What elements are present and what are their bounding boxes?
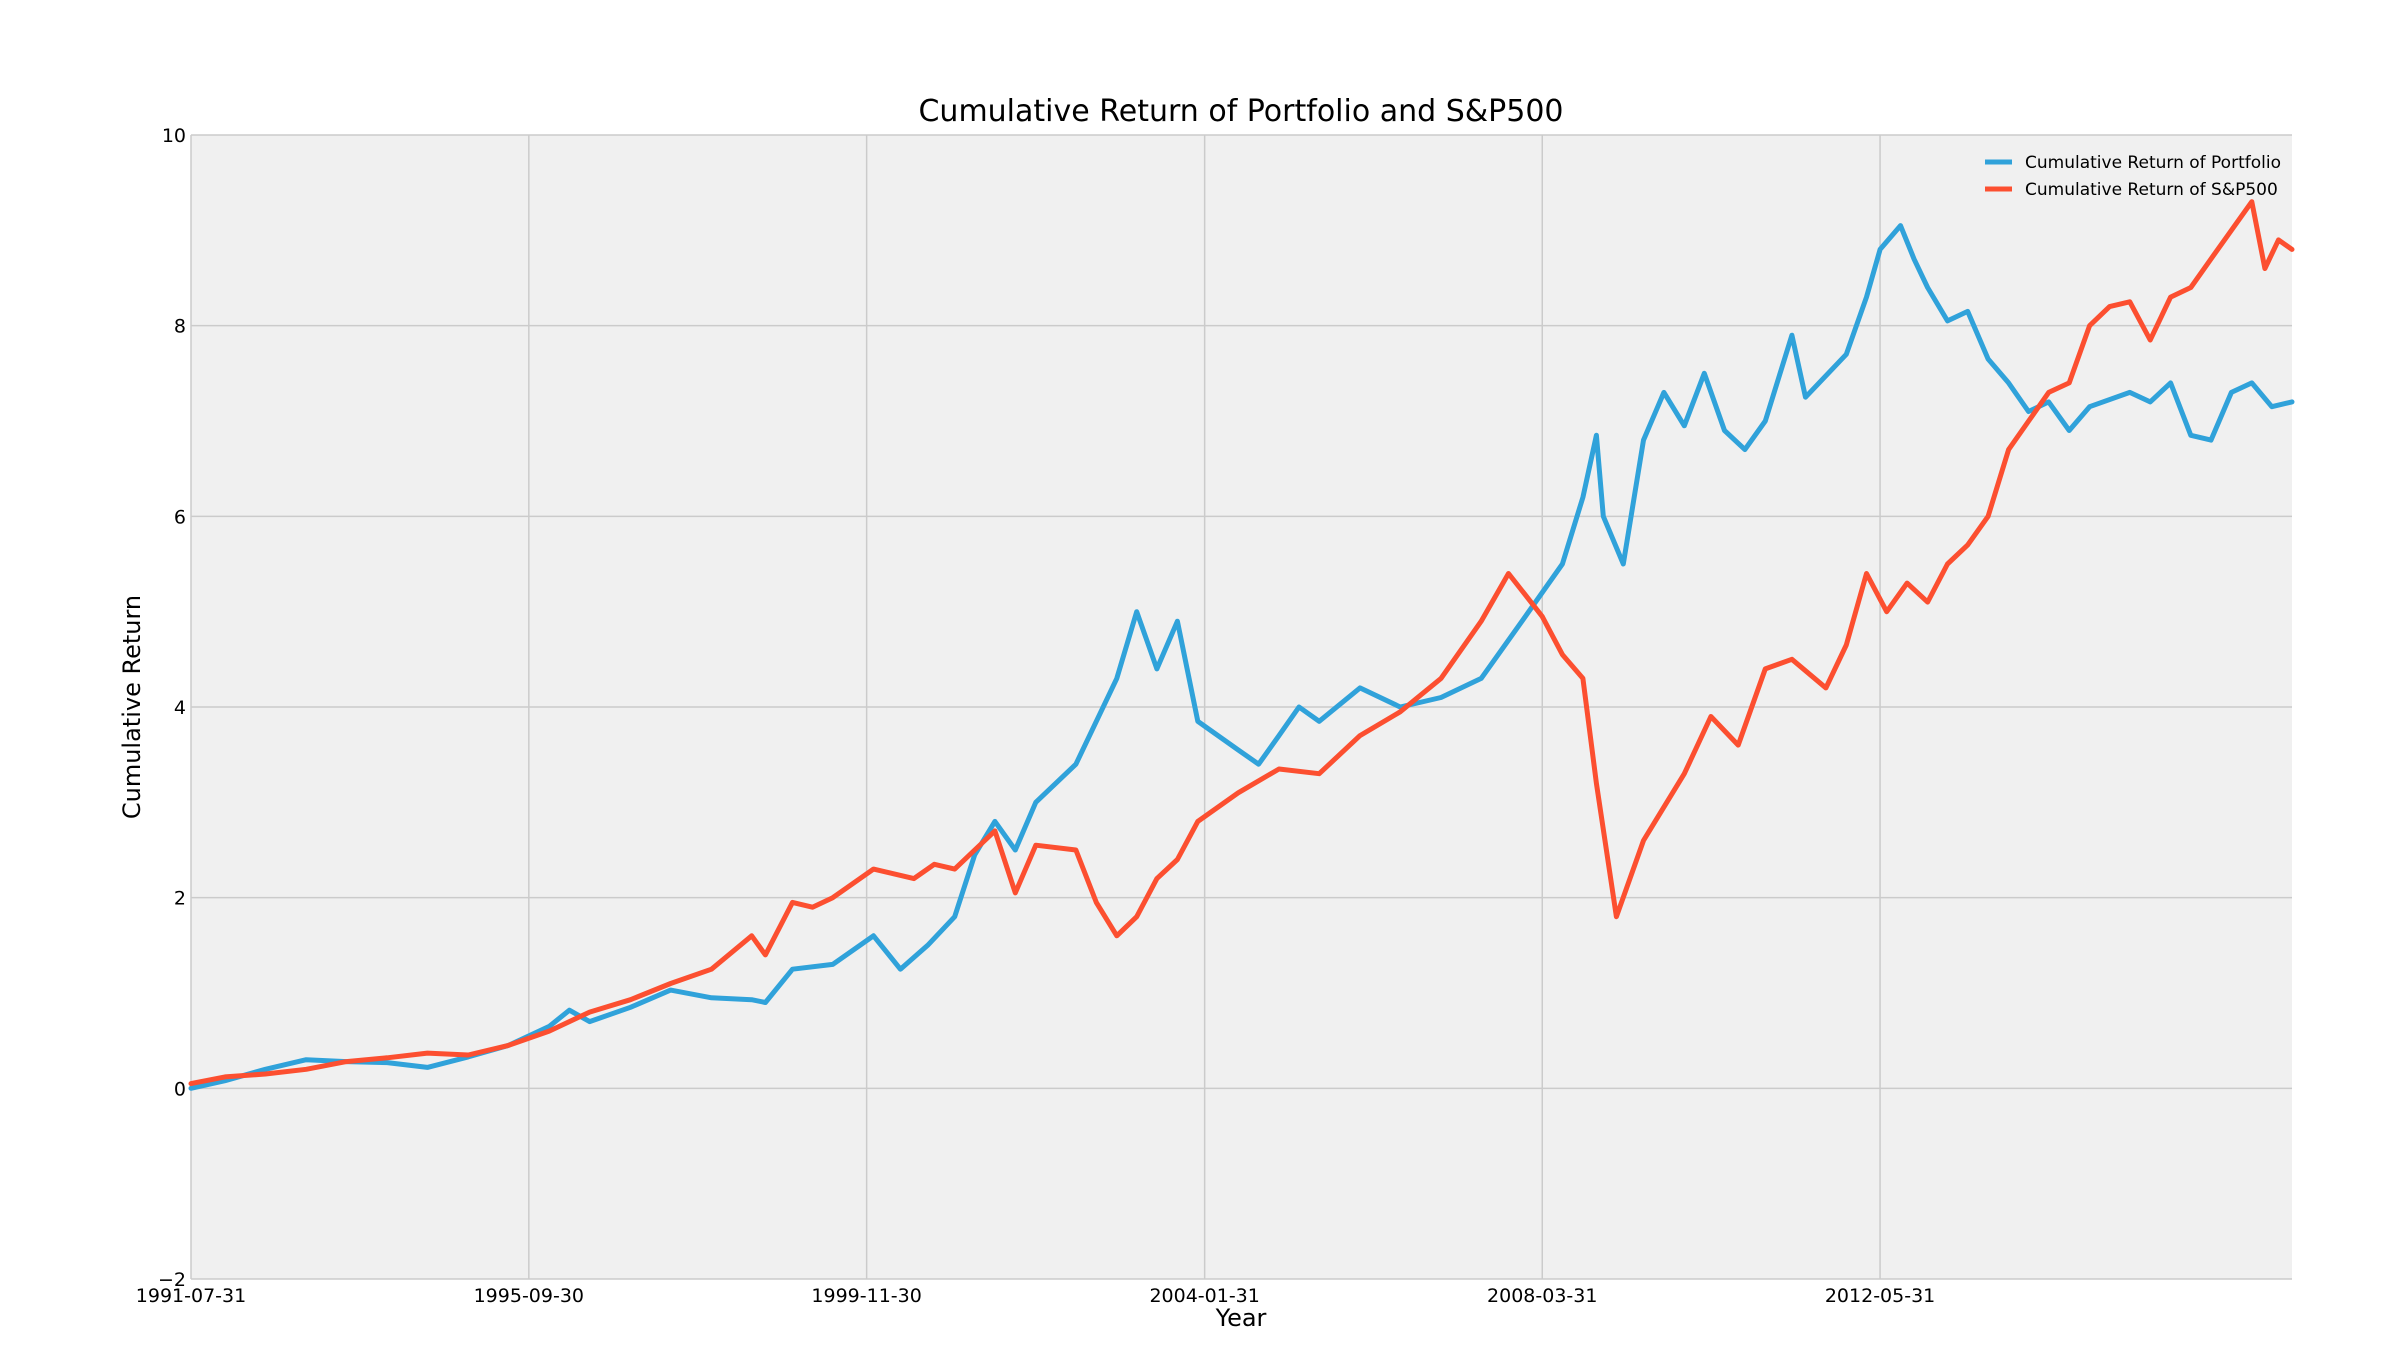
legend-label: Cumulative Return of S&P500 [2025,180,2278,200]
y-tick-label: 8 [174,316,186,338]
x-tick-label: 2008-03-31 [1487,1285,1597,1307]
x-tick-label: 2012-05-31 [1825,1285,1935,1307]
legend-label: Cumulative Return of Portfolio [2025,153,2281,173]
series-line-sp500 [188,199,2295,1087]
x-tick-label: 1991-07-31 [136,1285,246,1307]
series-layer [188,199,2295,1091]
y-tick-label: 6 [174,506,186,528]
x-tick-label: 2004-01-31 [1149,1285,1259,1307]
y-tick-label: 4 [174,697,186,719]
chart-title: Cumulative Return of Portfolio and S&P50… [918,94,1563,129]
grid-lines [190,134,2292,1280]
y-tick-label: 0 [174,1078,186,1100]
x-axis-label: Year [1215,1304,1267,1332]
legend: Cumulative Return of Portfolio Cumulative… [1985,153,2281,200]
y-axis-label: Cumulative Return [118,595,146,819]
series-line-portfolio [188,223,2295,1091]
x-tick-label: 1999-11-30 [811,1285,921,1307]
y-tick-label: −2 [158,1269,186,1291]
x-tick-label: 1995-09-30 [474,1285,584,1307]
y-tick-label: 10 [162,125,186,147]
y-tick-label: 2 [174,888,186,910]
tick-labels: 1991-07-31 1995-09-30 1999-11-30 2004-01-31… [136,125,1935,1307]
